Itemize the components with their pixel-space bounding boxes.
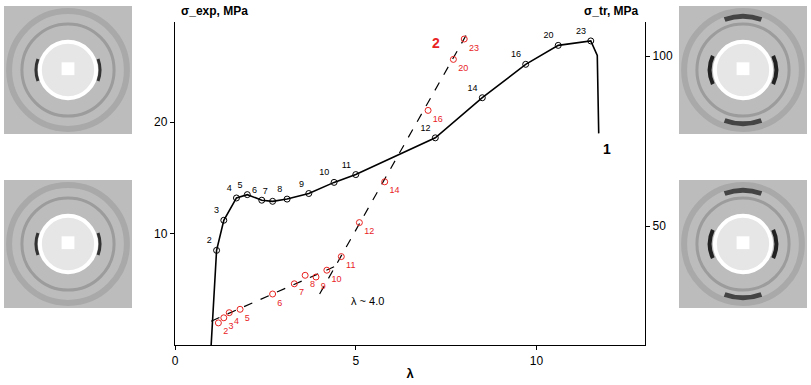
svg-text:11: 11 bbox=[342, 160, 351, 170]
svg-text:12: 12 bbox=[364, 226, 374, 236]
svg-text:5: 5 bbox=[352, 354, 359, 368]
svg-text:0: 0 bbox=[172, 354, 179, 368]
svg-text:2: 2 bbox=[432, 35, 440, 51]
svg-text:8: 8 bbox=[310, 279, 315, 289]
svg-text:16: 16 bbox=[511, 49, 521, 59]
svg-text:7: 7 bbox=[263, 186, 268, 196]
svg-text:4: 4 bbox=[234, 316, 239, 326]
svg-text:4: 4 bbox=[227, 183, 232, 193]
svg-text:3: 3 bbox=[214, 205, 219, 215]
svg-text:16: 16 bbox=[433, 114, 443, 124]
svg-text:9: 9 bbox=[299, 179, 304, 189]
svg-text:2: 2 bbox=[223, 326, 228, 336]
svg-text:5: 5 bbox=[238, 180, 243, 190]
svg-text:9: 9 bbox=[321, 281, 326, 291]
svg-text:14: 14 bbox=[389, 185, 399, 195]
svg-text:10: 10 bbox=[154, 227, 168, 241]
svg-text:λ: λ bbox=[406, 366, 414, 381]
svg-text:50: 50 bbox=[653, 219, 667, 233]
svg-text:7: 7 bbox=[299, 287, 304, 297]
svg-text:11: 11 bbox=[346, 260, 355, 270]
svg-text:3: 3 bbox=[229, 321, 234, 331]
svg-text:σ_tr, MPa: σ_tr, MPa bbox=[584, 4, 639, 18]
svg-text:10: 10 bbox=[319, 167, 329, 177]
svg-text:12: 12 bbox=[421, 123, 431, 133]
svg-text:8: 8 bbox=[277, 184, 282, 194]
svg-text:1: 1 bbox=[603, 141, 611, 157]
svg-text:6: 6 bbox=[277, 298, 282, 308]
svg-text:σ_exp, MPa: σ_exp, MPa bbox=[181, 4, 248, 18]
svg-text:20: 20 bbox=[154, 115, 168, 129]
svg-text:6: 6 bbox=[252, 185, 257, 195]
svg-text:5: 5 bbox=[245, 313, 250, 323]
svg-text:λ ~ 4.0: λ ~ 4.0 bbox=[351, 295, 384, 307]
svg-text:20: 20 bbox=[458, 63, 468, 73]
svg-text:100: 100 bbox=[653, 49, 673, 63]
svg-text:2: 2 bbox=[207, 235, 212, 245]
svg-text:10: 10 bbox=[530, 354, 544, 368]
svg-text:10: 10 bbox=[332, 274, 342, 284]
svg-text:20: 20 bbox=[543, 30, 553, 40]
svg-text:23: 23 bbox=[469, 43, 479, 53]
svg-text:23: 23 bbox=[576, 26, 586, 36]
svg-text:14: 14 bbox=[468, 83, 478, 93]
